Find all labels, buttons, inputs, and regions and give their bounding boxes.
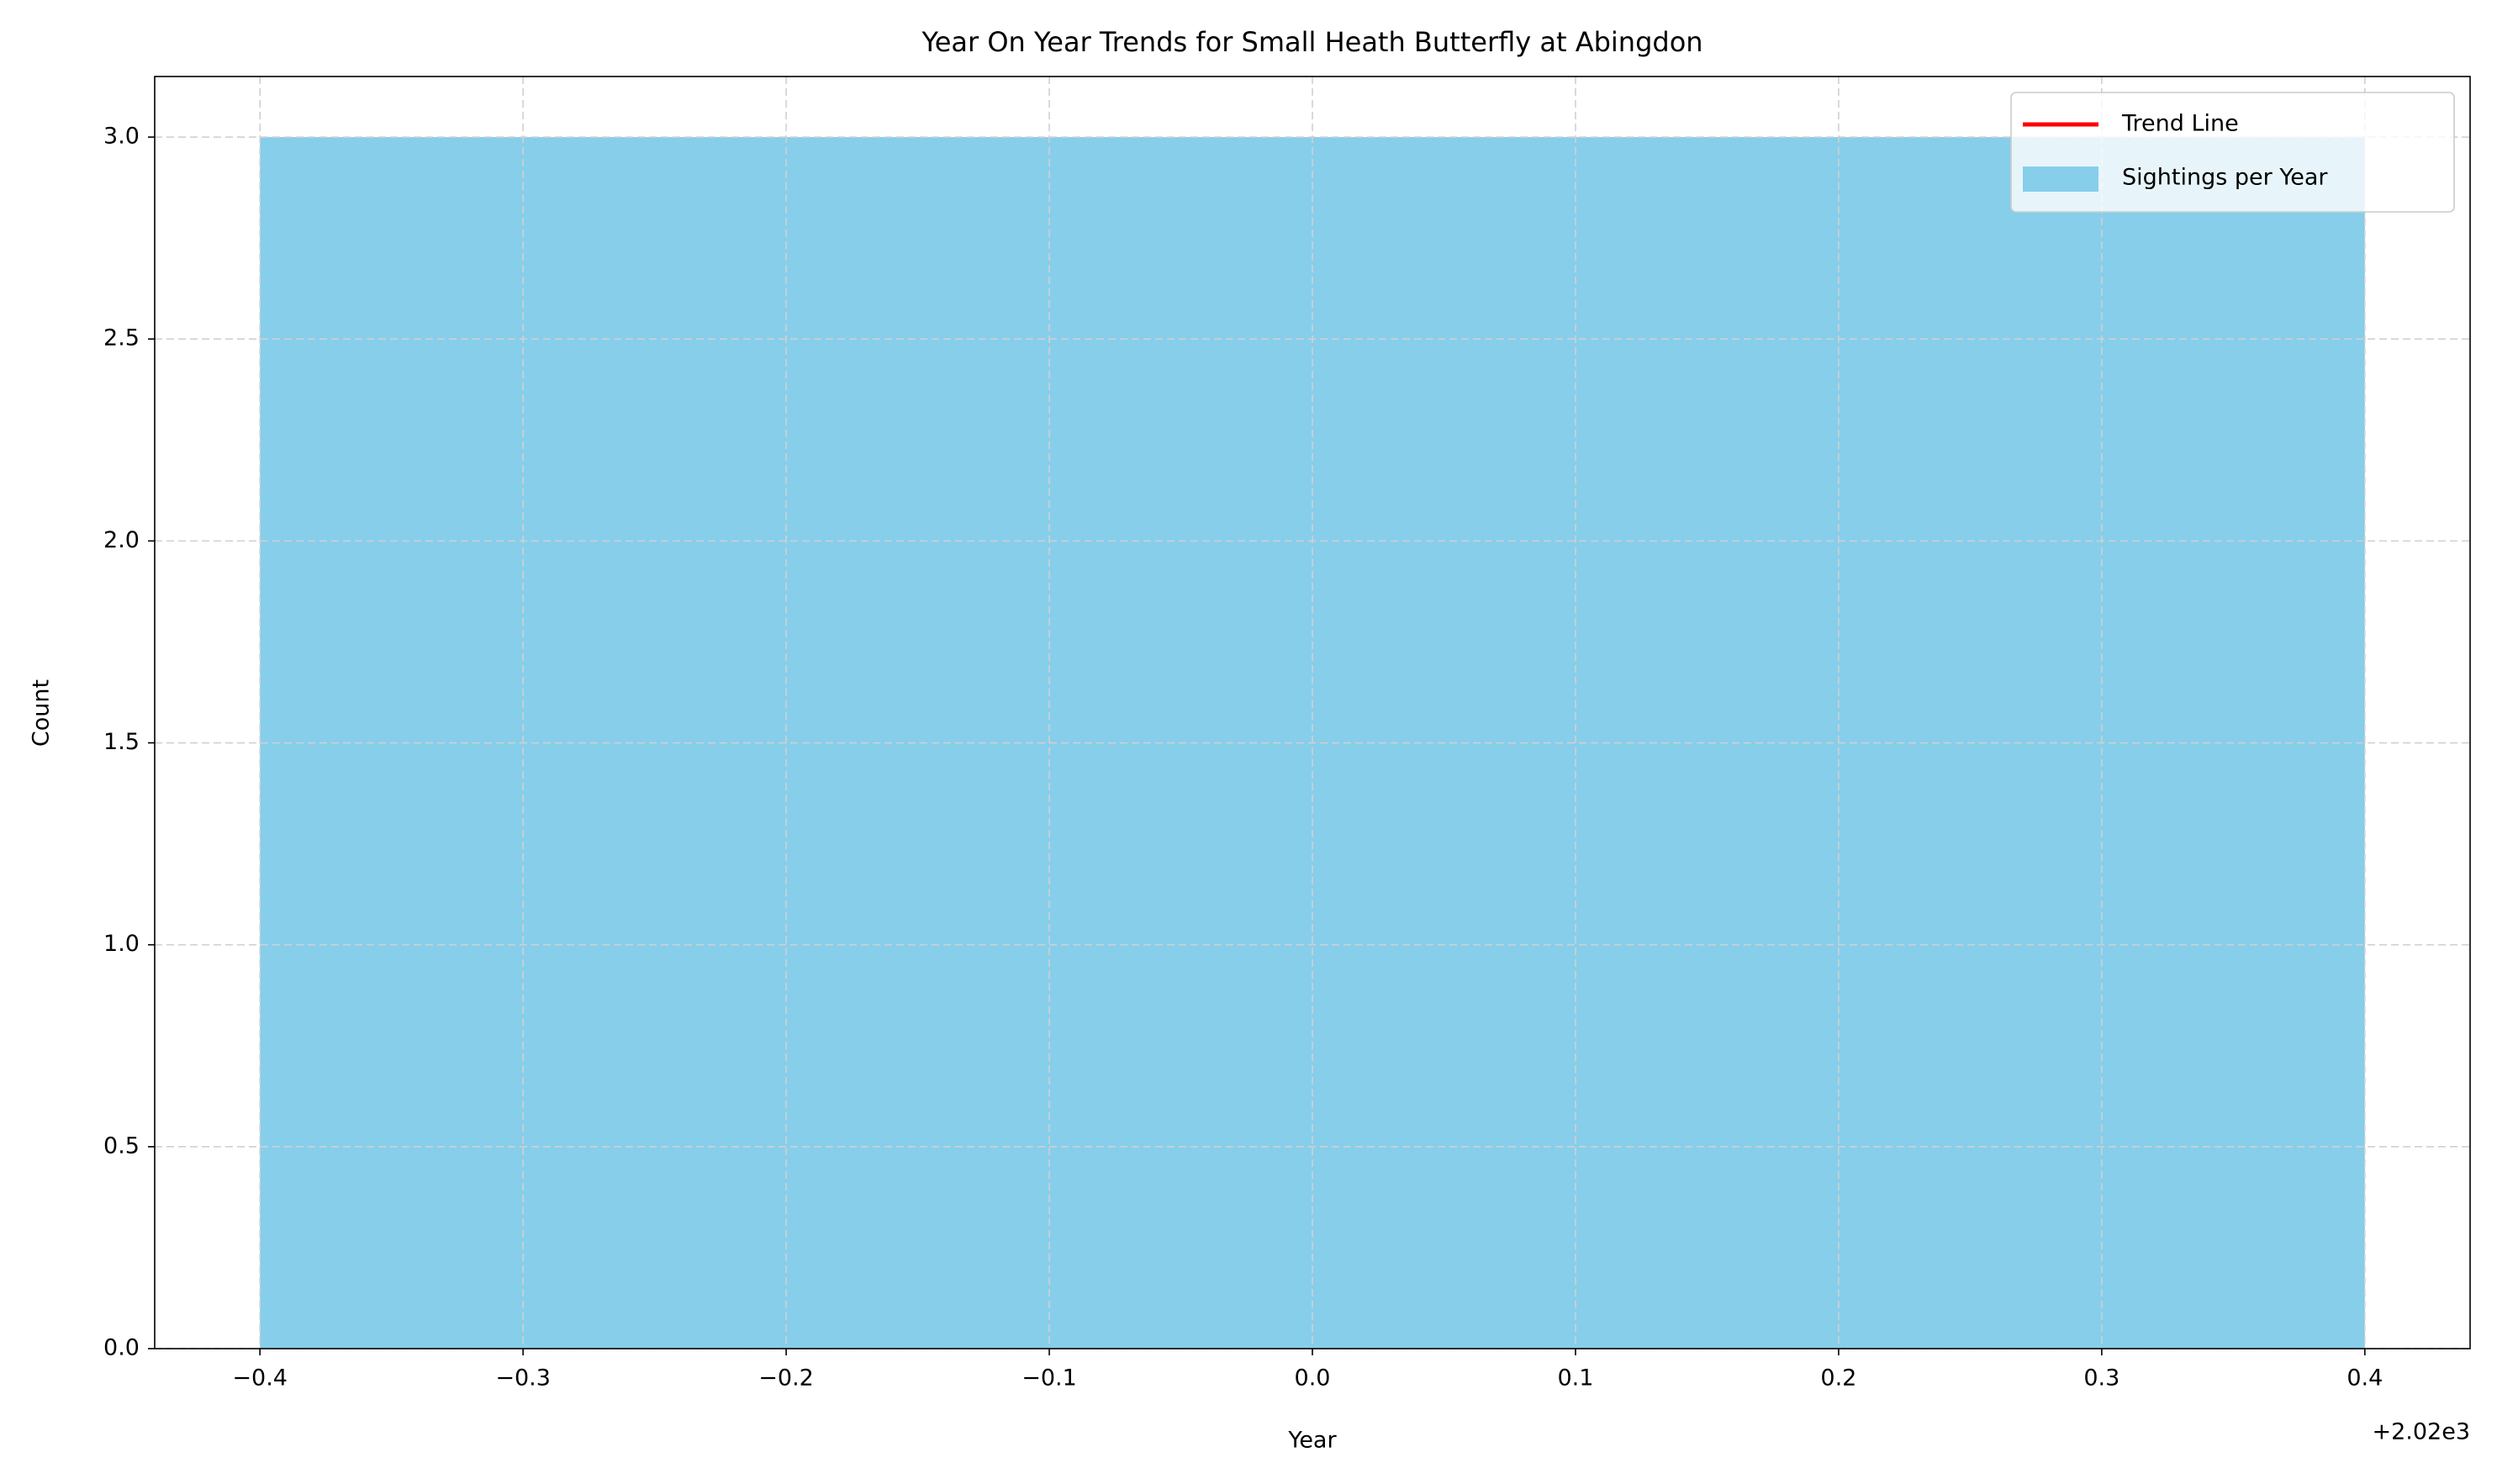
y-tick-label: 2.0 — [103, 527, 140, 553]
plot-frame — [154, 76, 2471, 1349]
y-tick-label: 1.0 — [103, 931, 140, 957]
x-tick-label: −0.4 — [232, 1365, 288, 1392]
legend-box — [2010, 92, 2455, 213]
x-tick-label: 0.3 — [2083, 1365, 2120, 1392]
x-tick-label: −0.1 — [1022, 1365, 1077, 1392]
legend-label: Sightings per Year — [2122, 165, 2328, 191]
y-tick-label: 3.0 — [103, 124, 140, 150]
y-tick-label: 2.5 — [103, 325, 140, 351]
y-tick-label: 0.5 — [103, 1133, 140, 1159]
x-tick-label: 0.1 — [1557, 1365, 1593, 1392]
x-offset-label: +2.02e3 — [2372, 1419, 2470, 1445]
x-tick-label: 0.0 — [1295, 1365, 1331, 1392]
legend: Trend Line Sightings per Year — [2010, 92, 2455, 213]
y-axis-label: Count — [29, 679, 55, 747]
y-tick-label: 0.0 — [103, 1335, 140, 1361]
x-tick-label: 0.4 — [2347, 1365, 2383, 1392]
y-tick-label: 1.5 — [103, 729, 140, 755]
x-axis-label: Year — [1287, 1428, 1337, 1454]
x-tick-label: 0.2 — [1820, 1365, 1856, 1392]
legend-swatch — [2023, 166, 2098, 192]
legend-label: Trend Line — [2121, 111, 2239, 137]
x-tick-label: −0.3 — [495, 1365, 551, 1392]
chart-title: Year On Year Trends for Small Heath Butt… — [921, 26, 1702, 58]
x-tick-label: −0.2 — [758, 1365, 814, 1392]
